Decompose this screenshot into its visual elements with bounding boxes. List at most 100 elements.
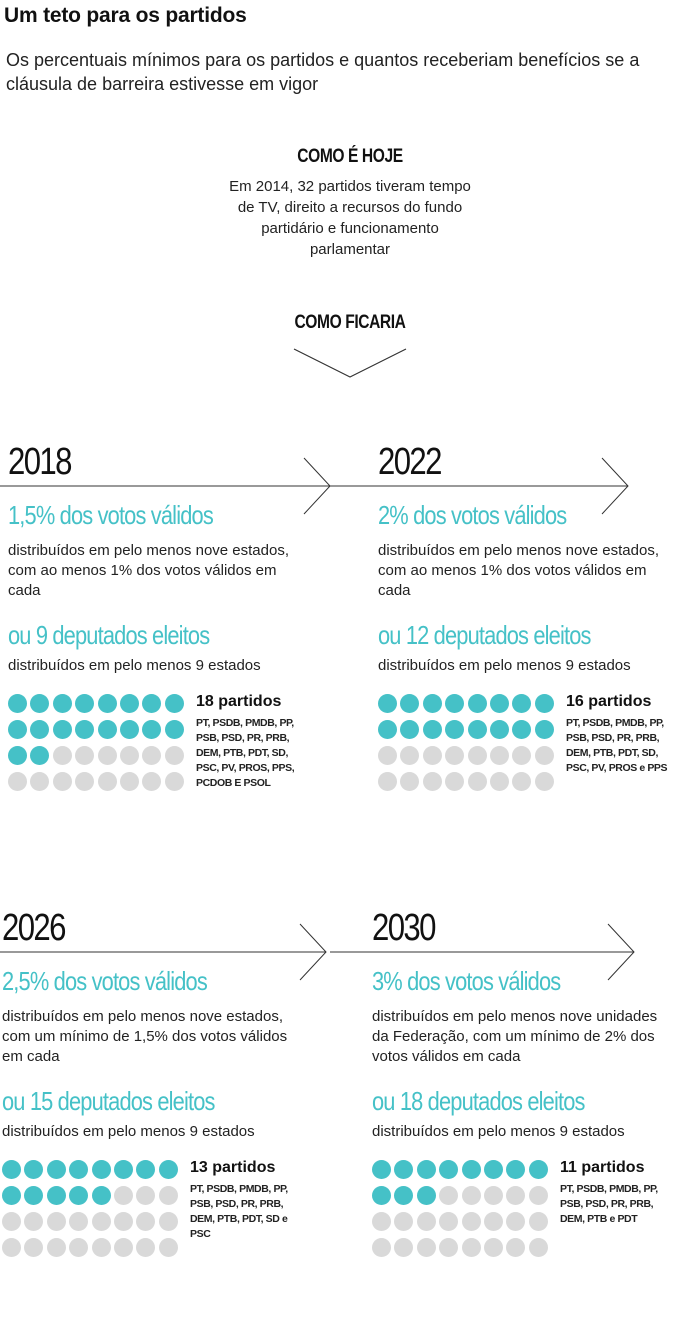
party-dot-excluded: [528, 1238, 548, 1257]
party-dot-excluded: [439, 1186, 459, 1205]
party-dot-qualified: [439, 1160, 459, 1179]
party-dot-excluded: [52, 772, 72, 791]
party-dot-excluded: [120, 746, 139, 765]
year-block-2018: 2018 1,5% dos votos válidos distribuídos e…: [0, 440, 348, 860]
party-dot-excluded: [394, 1212, 414, 1231]
deputies-threshold: ou 12 deputados eleitos: [378, 620, 591, 650]
party-dot-excluded: [2, 1212, 21, 1231]
timeline-arrow: [0, 923, 327, 981]
deputies-threshold-detail: distribuídos em pelo menos 9 estados: [8, 657, 261, 674]
party-dot-qualified: [528, 1160, 548, 1179]
party-dot-excluded: [75, 746, 95, 765]
party-dot-excluded: [372, 1238, 391, 1257]
party-dot-qualified: [120, 694, 139, 713]
party-list: PT, PSDB, PMDB, PP, PSB, PSD, PR, PRB, D…: [190, 1183, 288, 1240]
current-rule-text: Em 2014, 32 partidos tiveram tempo de TV…: [229, 178, 471, 258]
deputies-threshold: ou 18 deputados eleitos: [372, 1086, 585, 1116]
party-dot-excluded: [467, 772, 487, 791]
party-dot-qualified: [120, 720, 139, 739]
party-dot-qualified: [142, 720, 162, 739]
party-dot-qualified: [467, 720, 487, 739]
party-count: 11 partidos: [560, 1159, 645, 1176]
party-dot-excluded: [422, 772, 442, 791]
deputies-threshold-detail: distribuídos em pelo menos 9 estados: [372, 1123, 625, 1140]
party-dot-excluded: [136, 1212, 156, 1231]
party-dot-qualified: [52, 720, 72, 739]
party-dot-excluded: [2, 1238, 21, 1257]
party-dot-excluded: [490, 772, 509, 791]
party-dot-excluded: [114, 1238, 133, 1257]
party-dot-excluded: [372, 1212, 391, 1231]
party-dot-excluded: [97, 772, 117, 791]
party-dot-qualified: [2, 1186, 21, 1205]
party-dot-excluded: [528, 1212, 548, 1231]
year-block-2030: 2030 3% dos votos válidos distribuídos em …: [330, 906, 700, 1326]
party-dot-qualified: [445, 720, 465, 739]
timeline-arrow: [330, 923, 635, 981]
party-dot-excluded: [416, 1212, 436, 1231]
deputies-threshold-detail: distribuídos em pelo menos 9 estados: [2, 1123, 255, 1140]
party-dot-qualified: [8, 694, 27, 713]
party-dot-qualified: [467, 694, 487, 713]
party-dot-excluded: [136, 1186, 156, 1205]
party-dot-qualified: [416, 1186, 436, 1205]
vote-threshold-detail: distribuídos em pelo menos nove unidades…: [372, 1008, 658, 1065]
year-block-2026: 2026 2,5% dos votos válidos distribuídos e…: [0, 906, 342, 1326]
party-dot-qualified: [91, 1160, 111, 1179]
party-dot-excluded: [528, 1186, 548, 1205]
party-dot-excluded: [490, 746, 509, 765]
party-dot-excluded: [422, 746, 442, 765]
party-dot-qualified: [164, 694, 184, 713]
page-subtitle: Os percentuais mínimos para os partidos …: [6, 50, 640, 94]
party-dot-qualified: [461, 1160, 481, 1179]
party-dot-excluded: [75, 772, 95, 791]
party-dot-qualified: [372, 1160, 391, 1179]
party-dot-excluded: [52, 746, 72, 765]
party-dot-excluded: [158, 1238, 178, 1257]
party-dot-qualified: [400, 694, 420, 713]
party-dot-excluded: [484, 1186, 503, 1205]
party-dot-excluded: [158, 1212, 178, 1231]
party-count: 13 partidos: [190, 1159, 276, 1176]
party-dot-qualified: [512, 694, 532, 713]
deputies-threshold: ou 15 deputados eleitos: [2, 1086, 215, 1116]
party-dot-qualified: [534, 694, 554, 713]
party-dot-excluded: [69, 1238, 89, 1257]
party-dot-qualified: [422, 720, 442, 739]
party-dot-qualified: [506, 1160, 526, 1179]
party-dot-qualified: [512, 720, 532, 739]
party-dot-qualified: [534, 720, 554, 739]
party-dot-excluded: [69, 1212, 89, 1231]
party-dot-qualified: [372, 1186, 391, 1205]
party-dot-excluded: [512, 746, 532, 765]
year-label: 2022: [378, 441, 442, 483]
deputies-threshold: ou 9 deputados eleitos: [8, 620, 210, 650]
vote-threshold: 2% dos votos válidos: [378, 500, 567, 530]
party-dot-excluded: [484, 1238, 503, 1257]
year-label: 2026: [2, 907, 66, 949]
party-dot-qualified: [394, 1160, 414, 1179]
vote-threshold: 2,5% dos votos válidos: [2, 966, 208, 996]
future-rule-heading: COMO FICARIA: [294, 312, 406, 333]
party-dot-qualified: [2, 1160, 21, 1179]
party-dot-qualified: [142, 694, 162, 713]
party-dot-excluded: [378, 746, 397, 765]
party-dot-qualified: [30, 720, 50, 739]
party-dot-qualified: [46, 1186, 66, 1205]
party-dot-qualified: [46, 1160, 66, 1179]
party-dot-qualified: [378, 694, 397, 713]
party-dot-excluded: [439, 1212, 459, 1231]
party-dot-excluded: [506, 1238, 526, 1257]
party-dot-qualified: [69, 1186, 89, 1205]
party-dot-excluded: [506, 1212, 526, 1231]
party-dot-excluded: [24, 1212, 44, 1231]
deputies-threshold-detail: distribuídos em pelo menos 9 estados: [378, 657, 631, 674]
party-count: 16 partidos: [566, 693, 652, 710]
party-list: PT, PSDB, PMDB, PP, PSB, PSD, PR, PRB, D…: [560, 1183, 658, 1225]
party-dot-qualified: [97, 694, 117, 713]
party-dot-qualified: [97, 720, 117, 739]
current-rule-heading: COMO É HOJE: [297, 146, 403, 167]
party-dot-qualified: [484, 1160, 503, 1179]
party-dot-qualified: [52, 694, 72, 713]
party-dot-excluded: [46, 1238, 66, 1257]
